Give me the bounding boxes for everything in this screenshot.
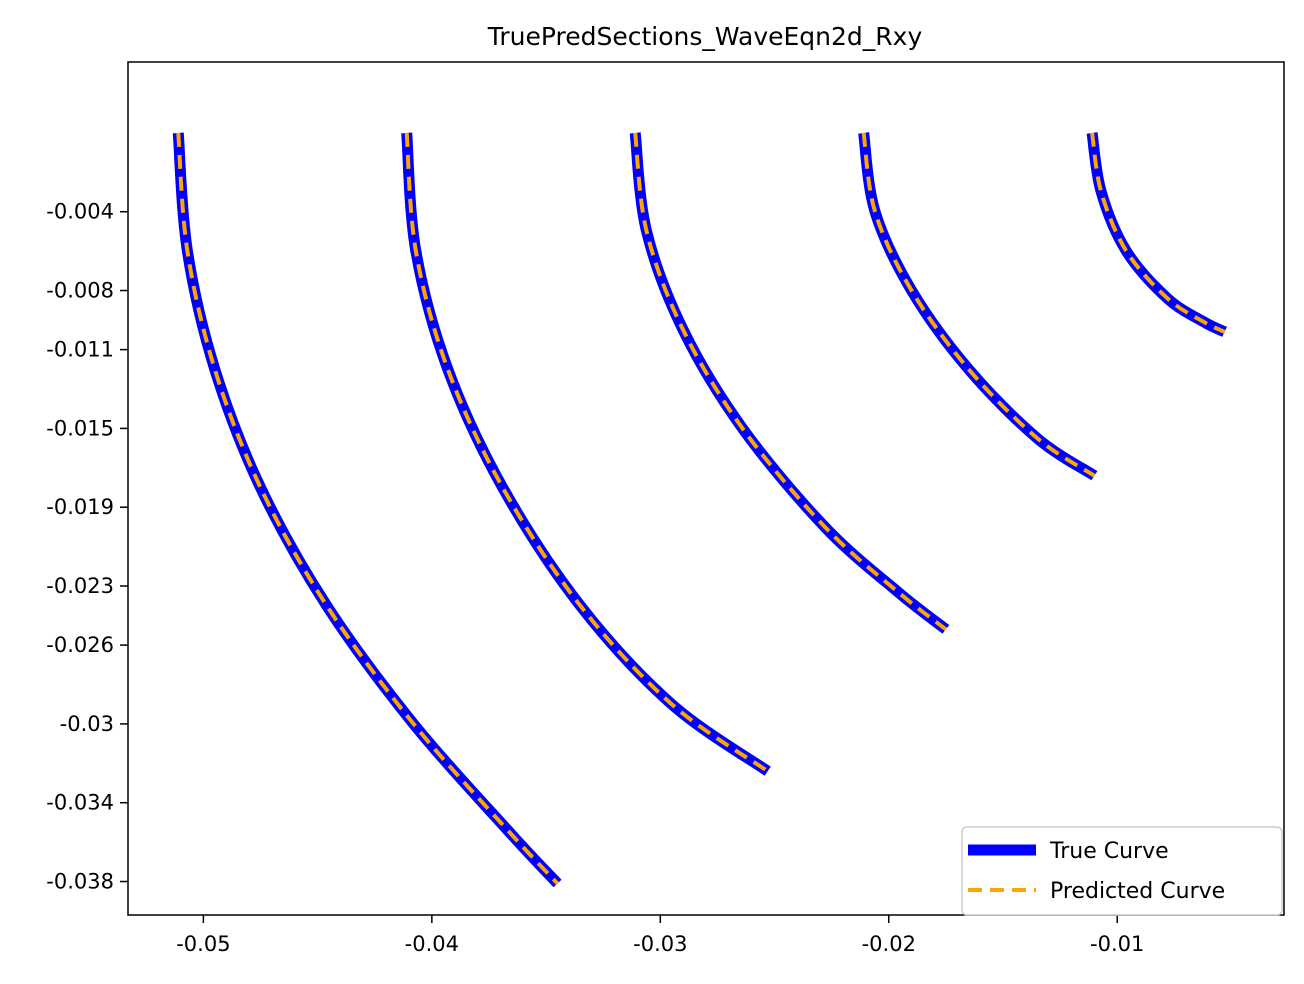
x-tick-label: -0.02 (862, 932, 916, 956)
predicted-curve-5 (1090, 132, 1226, 334)
true-curve-2 (401, 132, 771, 776)
plot-frame (127, 61, 1285, 916)
y-tick-label: -0.038 (46, 870, 114, 894)
true-curve-1 (172, 132, 562, 888)
y-tick-label: -0.015 (46, 416, 114, 440)
true-curve-4 (858, 132, 1098, 481)
y-tick-label: -0.026 (46, 633, 114, 657)
predicted-curve-1 (176, 132, 559, 885)
x-tick-label: -0.03 (633, 932, 687, 956)
predicted-curve-3 (633, 132, 948, 631)
legend-label-true-curve: True Curve (1049, 839, 1169, 864)
x-tick-label: -0.04 (405, 932, 459, 956)
y-tick-label: -0.034 (46, 791, 114, 815)
true-curve-3 (629, 132, 950, 634)
y-tick-label: -0.03 (60, 712, 114, 736)
y-tick-label: -0.019 (46, 495, 114, 519)
y-tick-label: -0.008 (46, 279, 114, 303)
curves-layer (172, 132, 1227, 888)
x-axis: -0.05 -0.04 -0.03 -0.02 -0.01 (176, 915, 1144, 956)
y-tick-label: -0.004 (46, 200, 114, 224)
predicted-curve-2 (404, 132, 769, 773)
y-tick-label: -0.023 (46, 574, 114, 598)
y-tick-label: -0.011 (46, 338, 114, 362)
y-axis: -0.038 -0.034 -0.03 -0.026 -0.023 -0.019 -0.01… (46, 200, 128, 894)
chart-title: TruePredSections_WaveEqn2d_Rxy (487, 22, 923, 51)
predicted-curve-4 (861, 132, 1096, 478)
legend-box (961, 826, 1283, 916)
x-tick-label: -0.05 (176, 932, 230, 956)
true-curve-5 (1086, 132, 1227, 337)
legend-label-predicted-curve: Predicted Curve (1050, 879, 1225, 904)
legend: True Curve Predicted Curve (961, 826, 1283, 916)
x-tick-label: -0.01 (1090, 932, 1144, 956)
plot-area (127, 61, 1285, 916)
